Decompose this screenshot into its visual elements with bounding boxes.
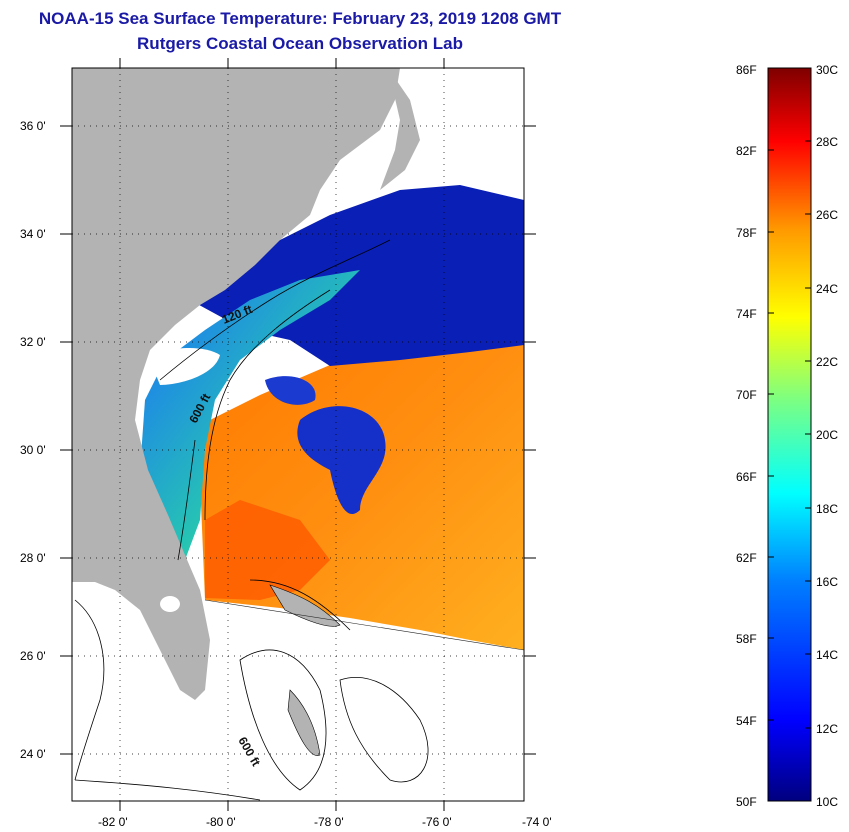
colorbar-f-label: 62F — [736, 551, 757, 565]
colorbar-c-label: 20C — [816, 428, 838, 442]
shelf-water — [140, 270, 360, 560]
colorbar-c-label: 30C — [816, 63, 838, 77]
colorbar-f-label: 58F — [736, 632, 757, 646]
lon-label: -74 0' — [522, 815, 552, 829]
lat-label: 28 0' — [20, 551, 46, 565]
bahamas-islands — [269, 584, 341, 627]
colorbar-f-label: 66F — [736, 470, 757, 484]
bank-contour — [339, 677, 429, 783]
map-subtitle: Rutgers Coastal Ocean Observation Lab — [137, 34, 463, 53]
cloud-patch — [150, 348, 220, 385]
lat-label: 26 0' — [20, 649, 46, 663]
colorbar — [767, 67, 812, 802]
bank-contour — [249, 579, 351, 631]
colorbar-c-label: 10C — [816, 795, 838, 809]
cold-eddy — [265, 376, 316, 405]
colorbar-c-label: 16C — [816, 575, 838, 589]
lon-label: -76 0' — [422, 815, 452, 829]
map-title: NOAA-15 Sea Surface Temperature: Februar… — [38, 9, 562, 28]
lon-label: -82 0' — [98, 815, 128, 829]
hot-water-patch — [205, 500, 330, 600]
lon-label: -80 0' — [206, 815, 236, 829]
colorbar-f-label: 50F — [736, 795, 757, 809]
lat-label: 24 0' — [20, 747, 46, 761]
lat-label: 32 0' — [20, 335, 46, 349]
lat-label: 36 0' — [20, 119, 46, 133]
lon-label: -78 0' — [314, 815, 344, 829]
bank-contour — [74, 599, 105, 781]
cold-eddy — [297, 406, 386, 515]
colorbar-c-label: 26C — [816, 208, 838, 222]
colorbar-f-label: 78F — [736, 226, 757, 240]
colorbar-c-label: 28C — [816, 135, 838, 149]
colorbar-c-label: 12C — [816, 722, 838, 736]
bank-contour — [239, 649, 327, 791]
graticule — [72, 68, 524, 801]
colorbar-f-label: 82F — [736, 144, 757, 158]
bank-contour — [74, 779, 261, 801]
lat-label: 30 0' — [20, 443, 46, 457]
contour-40ft — [159, 239, 391, 381]
outer-banks — [380, 68, 420, 190]
lake-okeechobee — [160, 596, 180, 612]
contour-coast — [177, 439, 196, 561]
swath-edge — [204, 599, 524, 651]
map-frame — [71, 67, 525, 802]
colorbar-f-label: 70F — [736, 388, 757, 402]
colorbar-ticks — [768, 140, 811, 729]
colorbar-f-label: 54F — [736, 714, 757, 728]
bahamas-islands — [287, 689, 321, 756]
contour-600ft — [204, 289, 331, 521]
axis-ticks — [60, 58, 536, 811]
colorbar-c-label: 18C — [816, 502, 838, 516]
colorbar-f-label: 74F — [736, 307, 757, 321]
colorbar-c-label: 22C — [816, 355, 838, 369]
us-landmass — [72, 68, 400, 700]
colorbar-c-label: 14C — [816, 648, 838, 662]
lat-label: 34 0' — [20, 227, 46, 241]
colorbar-c-label: 24C — [816, 282, 838, 296]
colorbar-f-label: 86F — [736, 63, 757, 77]
map-area — [72, 68, 524, 801]
